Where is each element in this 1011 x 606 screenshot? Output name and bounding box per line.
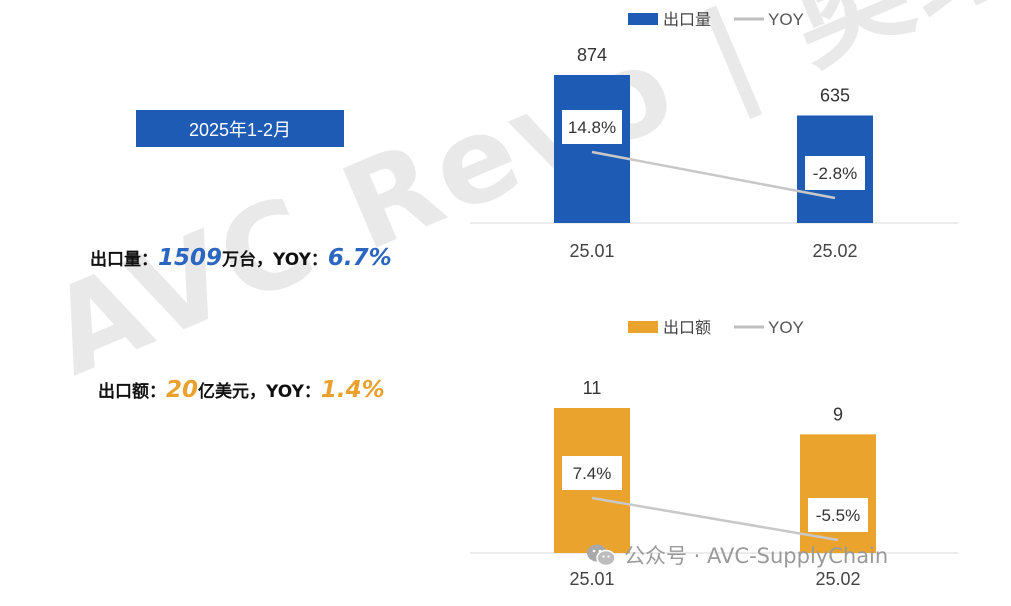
volume-yoy-label: YOY： (273, 250, 328, 270)
volume-yoy-line (591, 150, 836, 200)
wechat-account: 公众号 · AVC-SupplyChain (624, 544, 889, 568)
amount-category-label: 25.02 (815, 569, 860, 589)
amount-yoy-value: 1.4% (320, 377, 385, 403)
amount-yoy-label: YOY： (266, 382, 321, 402)
amount-legend-swatch (628, 321, 658, 333)
volume-legend-label: 出口量 (663, 10, 711, 29)
amount-yoy-line (591, 496, 839, 542)
amount-unit: 亿美元， (198, 382, 267, 402)
amount-legend-label: 出口额 (663, 318, 711, 337)
amount-yoy-label: -5.5% (816, 506, 860, 525)
amount-bar-25.02 (800, 434, 876, 553)
volume-yoy-value: 6.7% (327, 245, 392, 271)
volume-category-label: 25.02 (812, 241, 857, 261)
volume-value-label: 874 (577, 45, 607, 65)
volume-value-label: 635 (820, 85, 850, 105)
amount-label: 出口额： (98, 382, 166, 402)
volume-yoy-label: -2.8% (813, 164, 857, 183)
volume-label: 出口量： (90, 250, 158, 270)
period-label: 2025年1-2月 (136, 110, 344, 147)
volume-yoy-label-box (805, 156, 865, 190)
amount-category-label: 25.01 (569, 569, 614, 589)
amount-summary: 出口额：20亿美元，YOY：1.4% (98, 377, 385, 403)
wechat-icon (586, 543, 616, 567)
volume-legend-yoy: YOY (768, 10, 804, 29)
amount-value-label: 9 (833, 404, 843, 424)
amount-value: 20 (166, 377, 199, 403)
volume-unit: 万台， (222, 250, 274, 270)
volume-legend-swatch (628, 13, 658, 25)
wechat-footer: 公众号 · AVC-SupplyChain (586, 540, 888, 570)
volume-yoy-label: 14.8% (568, 118, 616, 137)
volume-summary: 出口量：1509万台，YOY：6.7% (90, 245, 392, 271)
amount-yoy-label: 7.4% (573, 464, 612, 483)
volume-value: 1509 (158, 245, 223, 271)
amount-value-label: 11 (583, 378, 602, 398)
amount-yoy-label-box (808, 498, 868, 532)
volume-category-label: 25.01 (569, 241, 614, 261)
amount-legend-yoy: YOY (768, 318, 804, 337)
amount-yoy-label-box (562, 456, 622, 490)
volume-yoy-label-box (562, 110, 622, 144)
volume-bar-25.01 (554, 75, 630, 223)
